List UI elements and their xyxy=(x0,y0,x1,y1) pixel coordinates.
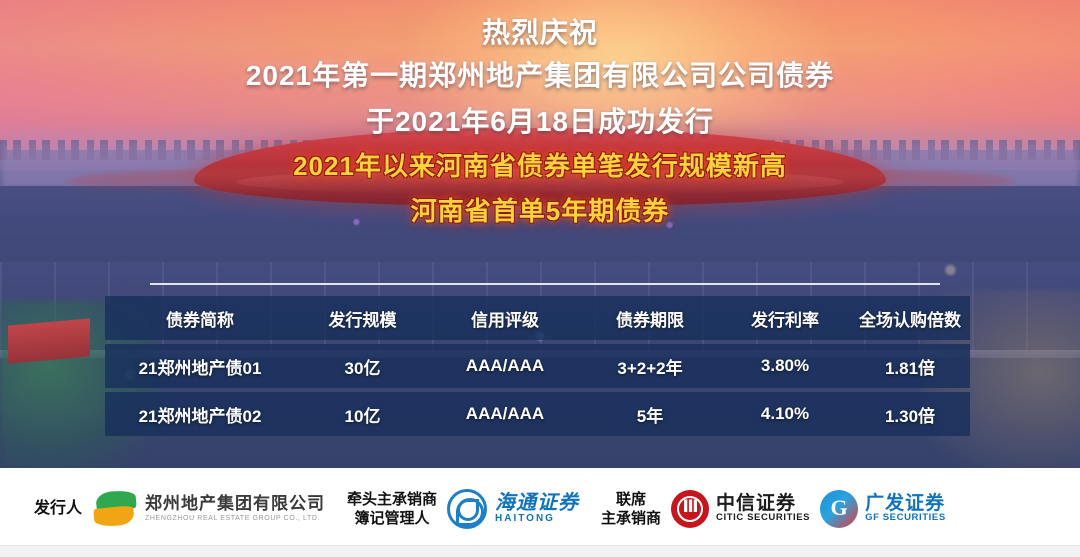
citic-seal-icon xyxy=(671,489,710,528)
header-credit-rating: 信用评级 xyxy=(471,310,539,330)
joint-underwriter-role-line2: 主承销商 xyxy=(601,509,662,527)
cell-issue-scale: 10亿 xyxy=(344,406,381,426)
headline-issue-date: 于2021年6月18日成功发行 xyxy=(365,106,714,137)
cell-bond-term: 3+2+2年 xyxy=(617,358,683,378)
issuer-name-en: ZHENGZHOU REAL ESTATE GROUP CO., LTD. xyxy=(145,514,321,522)
leaf-orange-shape xyxy=(93,504,135,528)
issuer-logo: 郑州地产集团有限公司 ZHENGZHOU REAL ESTATE GROUP C… xyxy=(92,488,325,529)
cell-bond-term: 5年 xyxy=(636,406,664,426)
lead-underwriter-group: 牵头主承销商 簿记管理人 海通证券 HAITONG xyxy=(347,488,580,529)
headline-celebrate: 热烈庆祝 xyxy=(481,17,598,48)
cell-issue-rate: 4.10% xyxy=(760,404,810,423)
issuer-role-label: 发行人 xyxy=(34,499,83,517)
haitong-logo-text: 海通证券 HAITONG xyxy=(495,491,580,525)
citic-logo: 中信证券 CITIC SECURITIES xyxy=(671,489,811,528)
gf-logo: 广发证券 GF SECURITIES xyxy=(820,489,946,528)
gf-logo-text: 广发证券 GF SECURITIES xyxy=(865,492,946,524)
header-bond-term: 债券期限 xyxy=(616,310,684,330)
header-subscription-multiple: 全场认购倍数 xyxy=(859,310,961,330)
haitong-name-cn: 海通证券 xyxy=(495,491,580,514)
cell-credit-rating: AAA/AAA xyxy=(465,356,545,375)
header-issue-rate: 发行利率 xyxy=(751,310,819,330)
lead-underwriter-role-label: 牵头主承销商 簿记管理人 xyxy=(347,490,437,528)
citic-name-cn: 中信证券 xyxy=(716,492,797,514)
gf-name-en: GF SECURITIES xyxy=(865,512,946,524)
footer-logos-bar: 发行人 郑州地产集团有限公司 ZHENGZHOU REAL ESTATE GRO… xyxy=(0,468,1080,557)
issuer-name-cn: 郑州地产集团有限公司 xyxy=(145,493,326,513)
lead-underwriter-role-line1: 牵头主承销商 xyxy=(347,490,438,508)
joint-underwriter-role-label: 联席 主承销商 xyxy=(601,490,661,528)
cell-issue-rate: 3.80% xyxy=(760,356,810,375)
lead-underwriter-role-line2: 簿记管理人 xyxy=(354,509,430,527)
cell-bond-name: 21郑州地产债01 xyxy=(138,358,262,378)
haitong-logo: 海通证券 HAITONG xyxy=(447,488,580,529)
leaf-logo-icon xyxy=(92,488,138,529)
cell-credit-rating: AAA/AAA xyxy=(465,404,545,423)
cell-subscription-multiple: 1.30倍 xyxy=(884,406,936,426)
headline-bond-title: 2021年第一期郑州地产集团有限公司公司债券 xyxy=(245,60,835,91)
haitong-name-en: HAITONG xyxy=(495,512,555,524)
table-row: 21郑州地产债02 10亿 AAA/AAA 5年 4.10% 1.30倍 xyxy=(105,392,970,436)
gf-swirl-icon xyxy=(820,489,859,528)
cell-subscription-multiple: 1.81倍 xyxy=(884,358,936,378)
bond-table: 债券简称 发行规模 信用评级 债券期限 发行利率 全场认购倍数 21郑州地产债0… xyxy=(105,296,970,440)
joint-underwriter-role-line1: 联席 xyxy=(616,490,647,508)
gf-name-cn: 广发证券 xyxy=(865,492,946,514)
citic-logo-text: 中信证券 CITIC SECURITIES xyxy=(716,492,811,524)
table-row: 21郑州地产债01 30亿 AAA/AAA 3+2+2年 3.80% 1.81倍 xyxy=(105,344,970,388)
table-header-row: 债券简称 发行规模 信用评级 债券期限 发行利率 全场认购倍数 xyxy=(105,296,970,340)
cell-issue-scale: 30亿 xyxy=(344,358,381,378)
headline-first-5y: 河南省首单5年期债券 xyxy=(410,196,670,226)
haitong-knot-icon xyxy=(447,488,488,529)
headline-block: 热烈庆祝 2021年第一期郑州地产集团有限公司公司债券 于2021年6月18日成… xyxy=(0,0,1080,233)
citic-name-en: CITIC SECURITIES xyxy=(716,512,811,524)
header-bond-name: 债券简称 xyxy=(166,310,234,330)
headline-record-scale: 2021年以来河南省债券单笔发行规模新高 xyxy=(293,151,787,181)
joint-underwriters-group: 联席 主承销商 中信证券 CITIC SECURITIES 广发证券 GF SE… xyxy=(601,489,946,528)
header-issue-scale: 发行规模 xyxy=(328,310,397,330)
issuer-group: 发行人 郑州地产集团有限公司 ZHENGZHOU REAL ESTATE GRO… xyxy=(34,488,325,529)
cell-bond-name: 21郑州地产债02 xyxy=(138,406,262,426)
issuer-logo-text: 郑州地产集团有限公司 ZHENGZHOU REAL ESTATE GROUP C… xyxy=(145,495,325,522)
